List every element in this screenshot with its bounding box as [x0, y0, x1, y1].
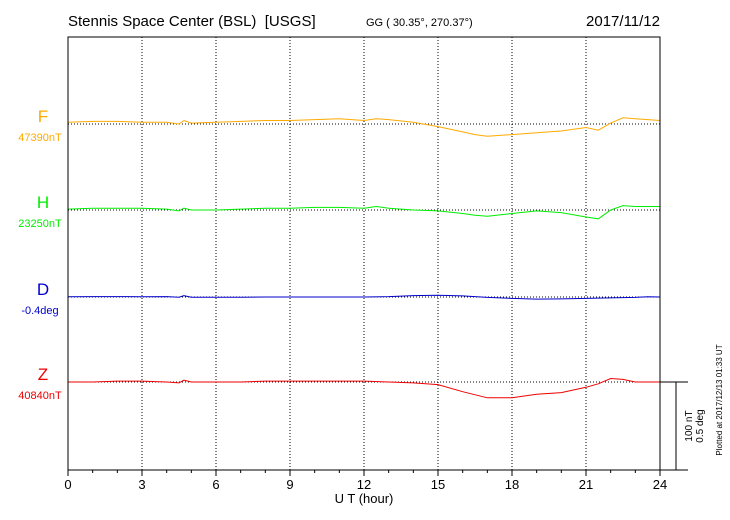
series-line-H: [67, 205, 660, 220]
x-tick-label: 15: [431, 477, 445, 492]
x-axis-label: U T (hour): [335, 491, 394, 506]
x-tick-label: 24: [653, 477, 667, 492]
x-axis: 0 3 6 9 12 15 18 21 24: [64, 470, 667, 492]
x-tick-label: 3: [138, 477, 145, 492]
x-tick-label: 18: [505, 477, 519, 492]
x-tick-label: 0: [64, 477, 71, 492]
series-baseline-Z: 40840nT: [18, 390, 62, 402]
series-line-D: [67, 294, 661, 300]
chart-title: Stennis Space Center (BSL) [USGS]: [68, 13, 316, 30]
scale-nt-label: 100 nT: [684, 410, 695, 441]
series-name-D: D: [37, 280, 49, 299]
series-labels: F 47390nT H 23250nT D -0.4deg Z 40840nT: [18, 107, 62, 402]
scale-bar: 100 nT 0.5 deg: [660, 381, 706, 471]
series-name-H: H: [37, 193, 49, 212]
series-line-Z: [68, 377, 660, 399]
x-tick-label: 21: [579, 477, 593, 492]
x-tick-label: 6: [212, 477, 219, 492]
grid: [141, 37, 587, 470]
series-name-F: F: [38, 107, 48, 126]
scale-deg-label: 0.5 deg: [695, 409, 706, 442]
series-layer: [67, 117, 661, 399]
x-tick-label: 12: [357, 477, 371, 492]
chart-date: 2017/11/12: [586, 13, 660, 30]
series-baseline-H: 23250nT: [18, 218, 62, 230]
series-line-F: [67, 117, 661, 137]
x-tick-label: 9: [286, 477, 293, 492]
plotted-timestamp: Plotted at 2017/12/13 01:33 UT: [715, 344, 724, 455]
series-name-Z: Z: [38, 365, 48, 384]
series-baseline-D: -0.4deg: [21, 305, 58, 317]
station-coordinates: GG ( 30.35°, 270.37°): [366, 17, 473, 29]
series-baseline-F: 47390nT: [18, 132, 62, 144]
